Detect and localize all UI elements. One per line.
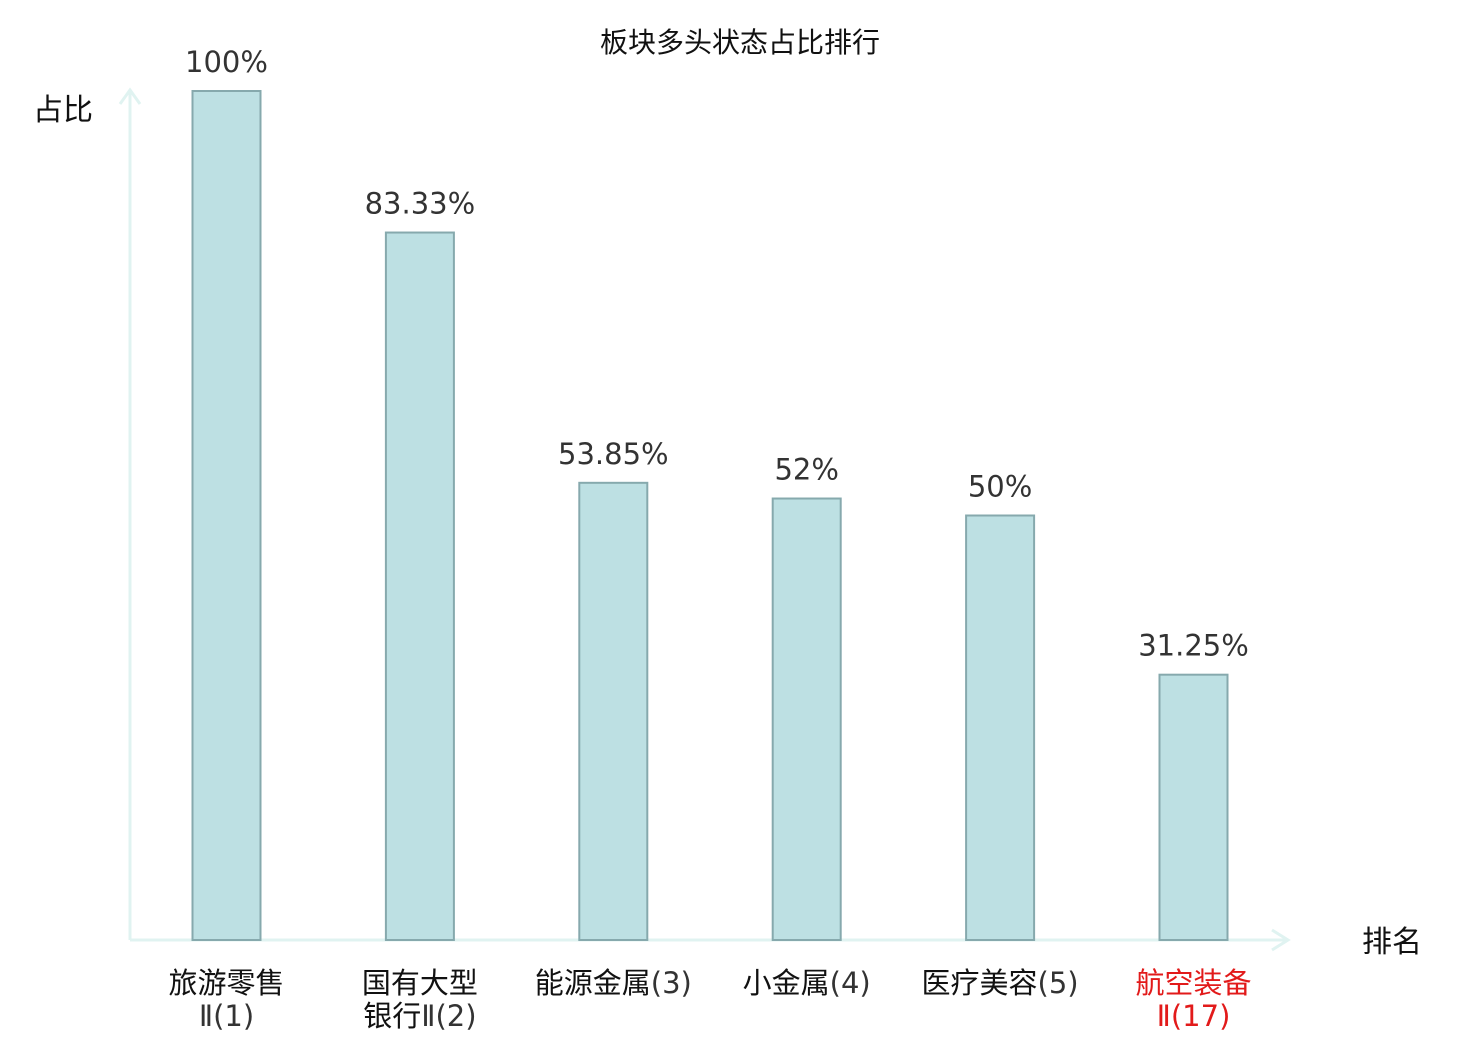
x-tick-label: 医疗美容(5): [922, 966, 1079, 1000]
bar: [578, 481, 649, 941]
bar: [965, 514, 1036, 941]
data-label: 83.33%: [365, 187, 476, 221]
y-axis-arrow-icon: [118, 87, 142, 105]
data-label: 100%: [185, 45, 268, 79]
x-tick-label: 航空装备 Ⅱ(17): [1135, 966, 1251, 1033]
x-tick-label: 小金属(4): [743, 966, 871, 1000]
x-tick-label: 国有大型银行Ⅱ(2): [362, 966, 478, 1033]
x-axis-arrow-icon: [1271, 928, 1291, 952]
x-tick-label: 旅游零售 Ⅱ(1): [168, 966, 284, 1033]
bars-group: [191, 90, 1229, 941]
data-label: 52%: [774, 453, 838, 487]
bar: [771, 497, 842, 941]
category-labels-group: 旅游零售 Ⅱ(1) 国有大型银行Ⅱ(2) 能源金属(3) 小金属(4) 医疗美容(5) 航空…: [168, 966, 1251, 1033]
data-label: 53.85%: [558, 437, 669, 471]
data-label: 31.25%: [1138, 629, 1249, 663]
bar: [1158, 673, 1229, 941]
bar: [191, 90, 262, 941]
bar: [384, 231, 455, 941]
y-axis-label: 占比: [33, 93, 93, 128]
value-labels-group: 100% 83.33% 53.85% 52% 50% 31.25%: [185, 45, 1249, 663]
x-axis-label: 排名: [1362, 925, 1422, 960]
chart-title: 板块多头状态占比排行: [600, 26, 880, 59]
axes: [118, 87, 1291, 952]
x-tick-label: 能源金属(3): [535, 966, 692, 1000]
data-label: 50%: [968, 470, 1032, 504]
